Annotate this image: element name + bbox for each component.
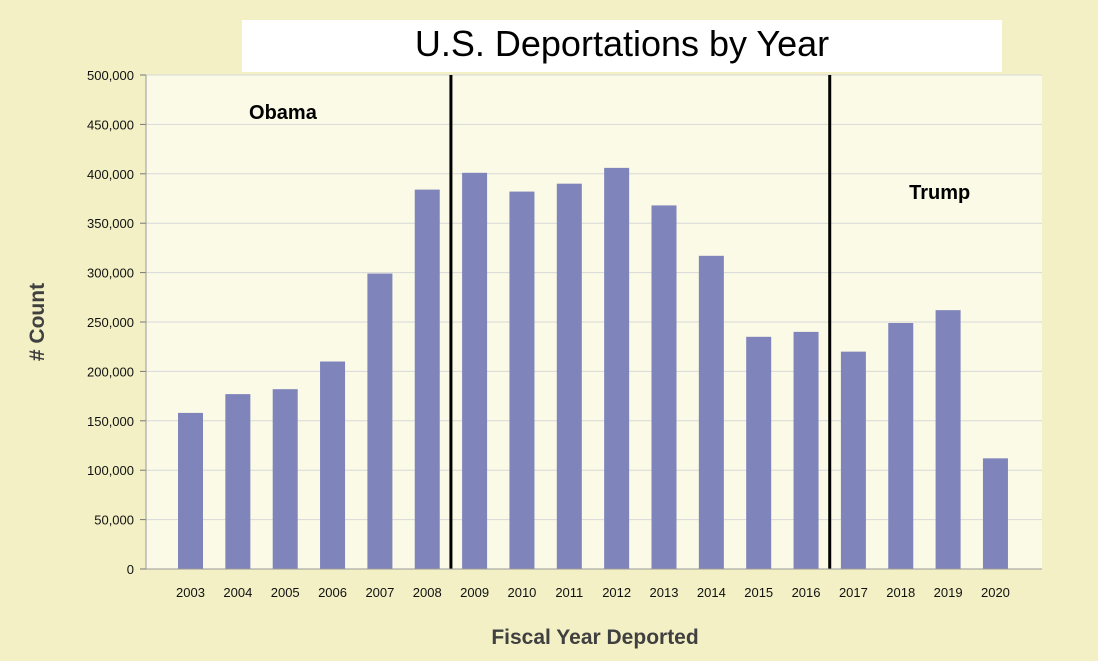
y-tick-label: 200,000 bbox=[87, 364, 134, 379]
bar-2010 bbox=[509, 191, 535, 570]
bar-2014 bbox=[698, 255, 724, 569]
x-tick-label: 2003 bbox=[176, 585, 205, 600]
x-tick-label: 2020 bbox=[981, 585, 1010, 600]
x-tick-label: 2009 bbox=[460, 585, 489, 600]
bar-2008 bbox=[414, 189, 440, 569]
bars bbox=[178, 167, 1008, 570]
x-tick-label: 2014 bbox=[697, 585, 726, 600]
y-tick-label: 150,000 bbox=[87, 414, 134, 429]
bar-2011 bbox=[556, 183, 582, 569]
x-tick-label: 2016 bbox=[792, 585, 821, 600]
bar-2005 bbox=[272, 389, 298, 569]
x-tick-label: 2017 bbox=[839, 585, 868, 600]
y-tick-label: 400,000 bbox=[87, 167, 134, 182]
period-label: Trump bbox=[909, 182, 970, 204]
y-tick-label: 350,000 bbox=[87, 216, 134, 231]
y-tick-label: 50,000 bbox=[94, 513, 134, 528]
bar-2019 bbox=[935, 310, 961, 569]
period-label: Obama bbox=[249, 102, 318, 124]
y-tick-label: 300,000 bbox=[87, 266, 134, 281]
x-tick-label: 2007 bbox=[365, 585, 394, 600]
y-tick-label: 100,000 bbox=[87, 463, 134, 478]
y-tick-label: 0 bbox=[127, 562, 134, 577]
bar-2018 bbox=[888, 322, 914, 569]
x-tick-labels: 2003 2004 2005 2006 2007 2008 2009 2010 2011 2012… bbox=[176, 585, 1010, 600]
x-tick-label: 2008 bbox=[413, 585, 442, 600]
annotations: Obama Trump bbox=[249, 102, 970, 204]
y-tick-labels: 0 50,000 100,000 150,000 200,000 250,000 300,0… bbox=[87, 68, 134, 577]
bar-2007 bbox=[367, 273, 393, 569]
x-tick-label: 2010 bbox=[507, 585, 536, 600]
x-tick-label: 2004 bbox=[223, 585, 252, 600]
chart-title: U.S. Deportations by Year bbox=[415, 23, 829, 64]
bar-2013 bbox=[651, 205, 677, 569]
x-tick-label: 2011 bbox=[555, 585, 583, 600]
y-axis-title: # Count bbox=[26, 283, 49, 361]
bar-2004 bbox=[225, 394, 251, 569]
bar-2015 bbox=[746, 336, 772, 569]
x-tick-label: 2012 bbox=[602, 585, 631, 600]
bar-2009 bbox=[462, 172, 488, 569]
x-axis-title: Fiscal Year Deported bbox=[491, 626, 698, 649]
bar-2006 bbox=[320, 361, 346, 569]
bar-2020 bbox=[982, 458, 1008, 569]
x-tick-label: 2005 bbox=[271, 585, 300, 600]
x-tick-label: 2015 bbox=[744, 585, 773, 600]
x-tick-label: 2019 bbox=[934, 585, 963, 600]
y-tick-label: 250,000 bbox=[87, 315, 134, 330]
bar-2003 bbox=[178, 412, 203, 569]
bar-2016 bbox=[793, 331, 819, 569]
x-tick-label: 2006 bbox=[318, 585, 347, 600]
x-tick-label: 2013 bbox=[650, 585, 679, 600]
y-tick-label: 450,000 bbox=[87, 117, 134, 132]
title-background bbox=[242, 20, 1002, 72]
y-tick-label: 500,000 bbox=[87, 68, 134, 83]
dividers bbox=[449, 75, 832, 569]
bar-2012 bbox=[604, 167, 630, 569]
x-tick-label: 2018 bbox=[886, 585, 915, 600]
bar-2017 bbox=[840, 351, 866, 569]
